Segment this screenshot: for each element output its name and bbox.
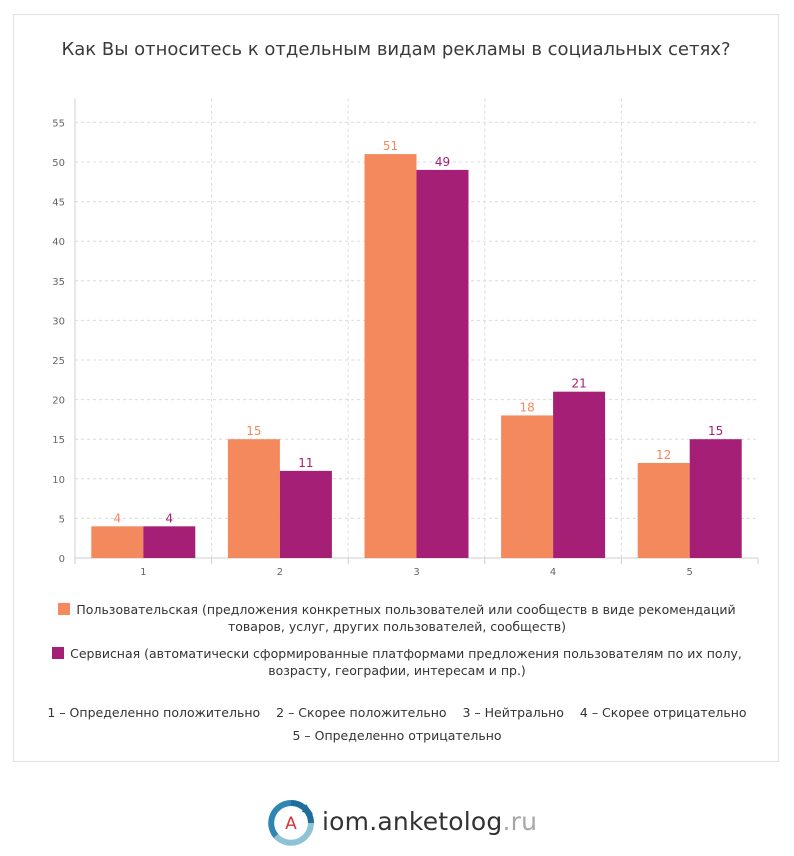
y-tick-label: 5 <box>59 514 65 525</box>
bar-series-1 <box>501 415 554 558</box>
brand-name: iom.anketolog.ru <box>322 807 537 836</box>
y-tick-label: 55 <box>52 118 65 129</box>
y-tick-label: 50 <box>52 158 65 169</box>
category-notes: 1 – Определенно положительно 2 – Скорее … <box>14 701 780 747</box>
y-tick-label: 30 <box>52 316 65 327</box>
bar-series-2 <box>279 470 332 558</box>
bar-series-1 <box>637 462 690 558</box>
y-tick-label: 25 <box>52 356 65 367</box>
anketolog-logo-icon: A <box>268 800 314 846</box>
x-tick-label: 2 <box>277 567 283 578</box>
x-tick-label: 5 <box>687 567 693 578</box>
bar-value-label: 4 <box>113 511 121 525</box>
y-tick-label: 45 <box>52 198 65 209</box>
brand-tld: .ru <box>502 807 538 836</box>
y-tick-label: 40 <box>52 237 65 248</box>
chart-title: Как Вы относитесь к отдельным видам рекл… <box>61 39 731 60</box>
legend: Пользовательская (предложения конкретных… <box>14 601 780 689</box>
y-tick-label: 15 <box>52 435 65 446</box>
bar-value-label: 51 <box>383 139 398 153</box>
category-note-5: 5 – Определенно отрицательно <box>292 728 502 743</box>
bar-series-1 <box>91 526 144 558</box>
brand-logo-link[interactable]: A iom.anketolog.ru <box>266 798 566 848</box>
category-note-4: 4 – Скорее отрицательно <box>579 705 747 720</box>
bar-series-2 <box>143 526 196 558</box>
category-note-1: 1 – Определенно положительно <box>47 705 261 720</box>
y-tick-label: 35 <box>52 277 65 288</box>
brand-domain: iom.anketolog <box>322 807 503 836</box>
x-tick-label: 4 <box>550 567 556 578</box>
legend-label-series-1: Пользовательская (предложения конкретных… <box>76 602 736 634</box>
y-tick-label: 0 <box>59 554 65 565</box>
bar-value-label: 4 <box>165 511 173 525</box>
bar-series-1 <box>227 439 280 558</box>
category-note-2: 2 – Скорее положительно <box>276 705 447 720</box>
bar-value-label: 18 <box>519 400 534 414</box>
bar-value-label: 21 <box>571 377 586 391</box>
x-tick-label: 1 <box>140 567 146 578</box>
bar-series-1 <box>364 154 417 558</box>
legend-item-series-2[interactable]: Сервисная (автоматически сформированные … <box>37 645 757 679</box>
legend-swatch-series-1 <box>58 603 71 615</box>
category-note-3: 3 – Нейтрально <box>462 705 564 720</box>
bar-value-label: 49 <box>435 155 450 169</box>
chart-card: Как Вы относитесь к отдельным видам рекл… <box>13 14 779 762</box>
bar-series-2 <box>689 439 742 558</box>
bar-value-label: 12 <box>656 448 671 462</box>
legend-label-series-2: Сервисная (автоматически сформированные … <box>70 646 742 678</box>
bar-series-2 <box>553 391 606 558</box>
legend-item-series-1[interactable]: Пользовательская (предложения конкретных… <box>37 601 757 635</box>
bar-series-2 <box>416 169 469 559</box>
y-tick-label: 10 <box>52 475 65 486</box>
bar-value-label: 15 <box>246 424 261 438</box>
legend-swatch-series-2 <box>52 647 65 659</box>
y-tick-label: 20 <box>52 396 65 407</box>
logo-letter: A <box>285 814 297 834</box>
bar-value-label: 15 <box>708 424 723 438</box>
bar-value-label: 11 <box>298 456 313 470</box>
x-tick-label: 3 <box>413 567 419 578</box>
